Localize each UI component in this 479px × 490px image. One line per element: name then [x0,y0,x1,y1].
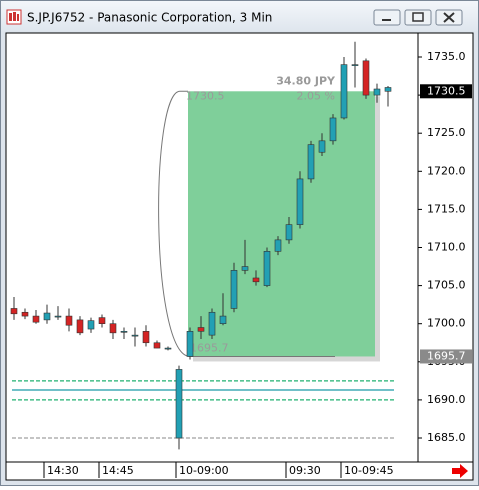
price-marker-label: 1730.5 [427,84,466,97]
measure-change: 34.80 JPY [276,74,336,87]
price-marker [420,84,472,99]
candle-body [296,178,304,225]
candle-body [285,224,293,241]
candle-body [186,331,194,357]
maximize-button[interactable] [404,9,432,26]
plot: 34.80 JPY 1730.5 2.05 % 1695.7 1685.0 1690.0 1… [10,41,472,478]
candle-body [340,64,348,119]
y-tick-label: 1725.0 [427,126,466,139]
candle-body [21,311,29,317]
candle-body [87,320,95,330]
candle-body [10,308,18,315]
measure-box [188,91,375,357]
candle-body [252,277,260,283]
candle-body [197,327,205,332]
candle-body [307,144,315,180]
y-tick-label: 1700.0 [427,317,466,330]
candle-body [318,140,326,153]
y-tick-label: 1685.0 [427,431,466,444]
candle-body [32,315,40,323]
close-button[interactable] [435,9,463,26]
candle-body [98,317,106,324]
y-tick-label: 1715.0 [427,202,466,215]
candle-body [274,239,282,252]
measure-top-value: 1730.5 [186,89,225,102]
candle-body [362,60,370,96]
candle-body [153,342,161,349]
candle-body [131,334,139,337]
y-tick-label: 1705.0 [427,279,466,292]
candle-body [120,331,128,333]
candle-body [208,311,216,336]
candle-body [230,270,238,309]
candle-body [54,315,62,318]
candle-body [109,323,117,334]
app-icon [6,9,22,25]
y-tick-label: 1720.0 [427,164,466,177]
measure-percent: 2.05 % [297,89,335,102]
y-tick-label: 1690.0 [427,393,466,406]
candle-body [175,369,183,439]
scroll-arrow[interactable] [452,464,468,478]
measure-bottom-value: 1695.7 [190,341,229,354]
price-marker [420,349,472,364]
candle-body [384,87,392,92]
candle-body [142,331,150,344]
minimize-button[interactable] [373,9,401,26]
candle-body [351,64,359,66]
candle-body [65,315,73,326]
candle-body [76,319,84,334]
candle-body [263,251,271,286]
x-tick-label: 14:45 [102,464,134,477]
candle-body [373,88,381,96]
candle-body [43,312,51,321]
x-tick-label: 14:30 [47,464,79,477]
x-tick-label: 09:30 [289,464,321,477]
y-tick-label: 1735.0 [427,50,466,63]
candle-body [241,266,249,271]
x-tick-label: 10-09:45 [344,464,394,477]
window-title: S.JP.J6752 - Panasonic Corporation, 3 Mi… [27,11,272,25]
y-tick-label: 1710.0 [427,241,466,254]
candle-body [329,117,337,142]
measure-bracket [158,90,335,357]
x-tick-label: 10-09:00 [179,464,229,477]
candle-body [219,315,227,324]
price-marker-label: 1695.7 [427,349,466,362]
candle-body [164,347,172,350]
